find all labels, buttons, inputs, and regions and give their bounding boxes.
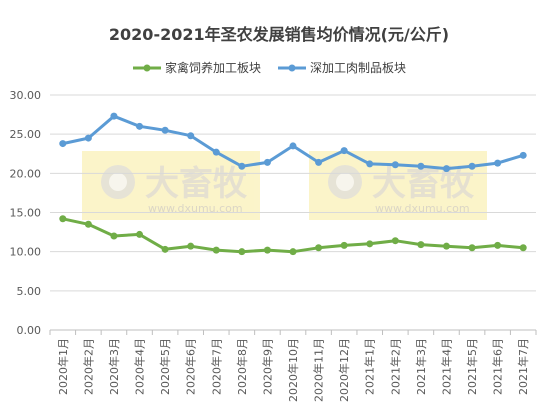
x-tick-label: 2020年7月 — [209, 338, 223, 395]
data-point-processed — [212, 148, 220, 156]
data-point-processed — [238, 162, 246, 170]
legend: 家禽饲养加工板块 深加工肉制品板块 — [133, 60, 406, 75]
x-tick-label: 2020年2月 — [81, 338, 95, 395]
data-point-poultry — [494, 241, 502, 249]
data-point-processed — [417, 162, 425, 170]
data-point-processed — [340, 147, 348, 155]
x-tick-label: 2020年5月 — [158, 338, 172, 395]
x-tick-label: 2020年10月 — [286, 338, 300, 402]
data-point-poultry — [238, 248, 246, 256]
data-point-processed — [442, 165, 450, 173]
x-tick-label: 2020年6月 — [184, 338, 198, 395]
data-point-poultry — [212, 246, 220, 254]
data-point-poultry — [289, 248, 297, 256]
x-tick-label: 2020年4月 — [133, 338, 147, 395]
x-tick-label: 2021年1月 — [363, 338, 377, 395]
x-tick-label: 2020年12月 — [337, 338, 351, 402]
data-point-processed — [110, 112, 118, 120]
x-tick-label: 2020年1月 — [56, 338, 70, 395]
y-tick-label: 25.00 — [10, 128, 42, 141]
legend-item-processed: 深加工肉制品板块 — [278, 61, 406, 75]
data-point-poultry — [519, 244, 527, 252]
data-point-processed — [315, 158, 323, 166]
legend-item-poultry: 家禽饲养加工板块 — [133, 60, 261, 75]
y-tick-label: 5.00 — [17, 285, 42, 298]
data-point-poultry — [366, 240, 374, 248]
series — [59, 112, 527, 256]
data-point-processed — [161, 126, 169, 134]
data-point-poultry — [59, 215, 67, 223]
data-point-poultry — [468, 244, 476, 252]
y-tick-label: 10.00 — [10, 246, 42, 259]
gridlines — [50, 94, 536, 292]
data-point-poultry — [84, 220, 92, 228]
data-point-processed — [187, 132, 195, 140]
legend-label-processed: 深加工肉制品板块 — [310, 61, 406, 75]
data-point-poultry — [315, 244, 323, 252]
data-point-poultry — [263, 246, 271, 254]
watermark-url: www.dxumu.com — [375, 202, 470, 215]
legend-marker-processed — [288, 64, 296, 72]
legend-label-poultry: 家禽饲养加工板块 — [165, 60, 261, 75]
x-tick-label: 2021年4月 — [439, 338, 453, 395]
data-point-processed — [136, 122, 144, 130]
data-point-poultry — [417, 241, 425, 249]
y-tick-label: 15.00 — [10, 207, 42, 220]
data-point-processed — [366, 160, 374, 168]
data-point-poultry — [110, 232, 118, 240]
x-tick-label: 2021年2月 — [388, 338, 402, 395]
y-tick-label: 20.00 — [10, 167, 42, 180]
data-point-processed — [263, 158, 271, 166]
x-tick-label: 2020年3月 — [107, 338, 121, 395]
data-point-processed — [391, 161, 399, 169]
x-tick-label: 2020年8月 — [235, 338, 249, 395]
data-point-poultry — [340, 241, 348, 249]
series-line-poultry — [61, 217, 525, 254]
data-point-poultry — [161, 245, 169, 253]
watermark-brand: 大畜牧 — [145, 164, 248, 204]
axes: 0.00 5.00 10.00 15.00 20.00 25.00 30.00 2020年1月… — [10, 89, 537, 402]
x-tick-label: 2021年6月 — [491, 338, 505, 395]
data-point-processed — [468, 162, 476, 170]
x-tick-label: 2021年5月 — [465, 338, 479, 395]
y-tick-label: 30.00 — [10, 89, 42, 102]
data-point-processed — [59, 140, 67, 148]
x-tick-label: 2021年3月 — [414, 338, 428, 395]
watermark-brand: 大畜牧 — [372, 164, 475, 204]
data-point-poultry — [187, 242, 195, 250]
watermark-left: 大畜牧 www.dxumu.com — [82, 151, 260, 220]
data-point-processed — [84, 134, 92, 142]
x-tick-label: 2020年11月 — [312, 338, 326, 402]
watermark-url: www.dxumu.com — [148, 202, 243, 215]
data-point-processed — [494, 159, 502, 167]
data-point-processed — [519, 151, 527, 159]
x-tick-label: 2021年7月 — [516, 338, 530, 395]
watermark-logo-inner-icon — [336, 173, 354, 191]
data-point-poultry — [136, 230, 144, 238]
x-tick-label: 2020年9月 — [260, 338, 274, 395]
watermark-logo-inner-icon — [109, 173, 127, 191]
data-point-poultry — [391, 237, 399, 245]
chart-title: 2020-2021年圣农发展销售均价情况(元/公斤) — [109, 25, 449, 44]
y-tick-label: 0.00 — [17, 324, 42, 337]
data-point-processed — [289, 142, 297, 150]
legend-marker-poultry — [143, 64, 151, 72]
watermark-right: 大畜牧 www.dxumu.com — [309, 151, 487, 220]
data-point-poultry — [442, 242, 450, 250]
